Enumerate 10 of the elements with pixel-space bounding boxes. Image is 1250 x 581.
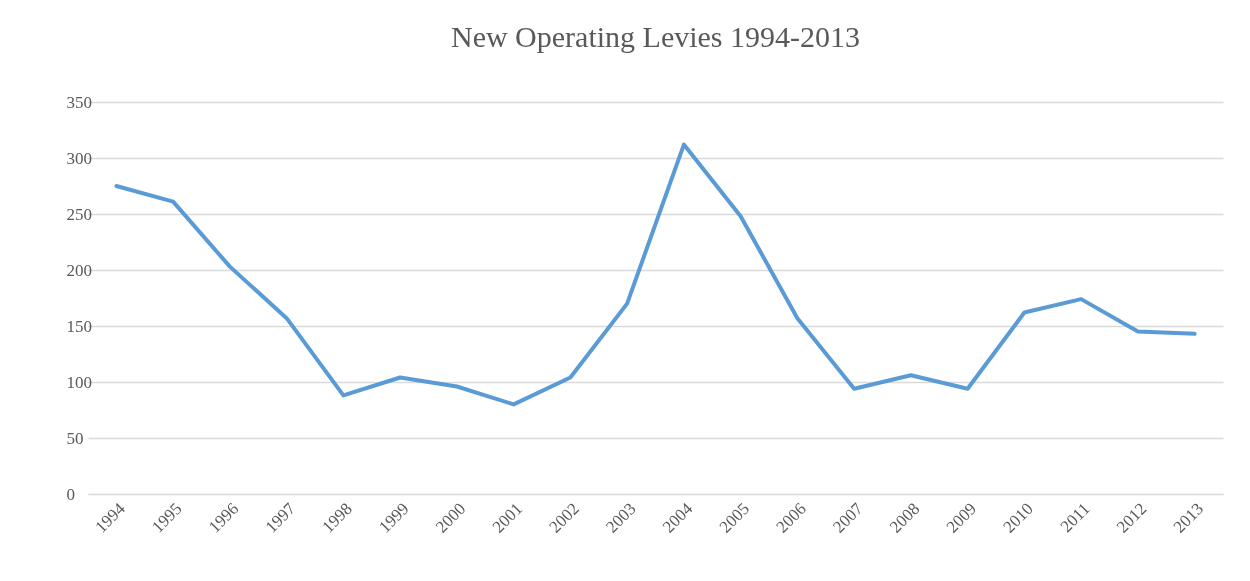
y-tick-label: 300	[66, 148, 92, 168]
y-tick-label: 0	[66, 484, 75, 504]
y-tick-label: 150	[66, 316, 92, 336]
y-tick-label: 350	[66, 92, 92, 112]
y-tick-label: 50	[66, 428, 84, 448]
y-tick-label: 250	[66, 204, 92, 224]
line-series	[114, 142, 1197, 407]
y-tick-label: 100	[66, 372, 92, 392]
chart-title: New Operating Levies 1994-2013	[450, 20, 861, 53]
y-tick-label: 200	[66, 260, 92, 280]
